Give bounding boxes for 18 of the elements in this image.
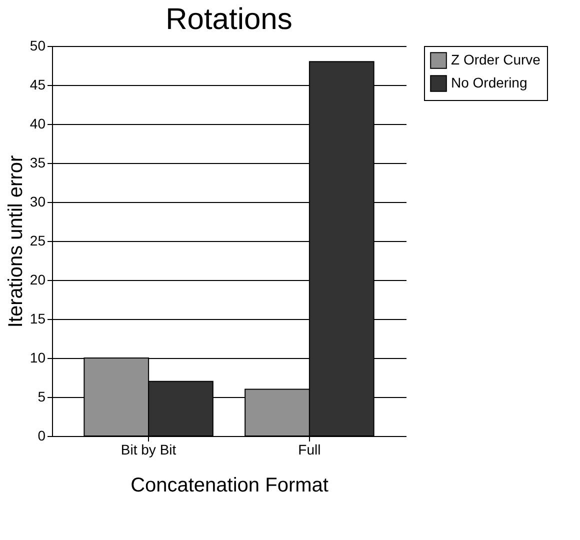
y-tick-label: 40 bbox=[30, 116, 46, 132]
y-tick-label: 10 bbox=[30, 350, 46, 366]
y-tick-label: 0 bbox=[38, 428, 46, 444]
y-tick-label: 15 bbox=[30, 310, 46, 326]
y-tick-label: 30 bbox=[30, 194, 46, 210]
x-tick-label: Full bbox=[298, 442, 321, 458]
x-axis-title: Concatenation Format bbox=[130, 474, 329, 496]
legend-label: No Ordering bbox=[451, 74, 528, 90]
y-tick-label: 35 bbox=[30, 154, 46, 170]
y-tick-label: 20 bbox=[30, 272, 46, 288]
y-tick-label: 45 bbox=[30, 76, 46, 92]
y-tick-label: 5 bbox=[38, 388, 46, 404]
y-tick-label: 50 bbox=[30, 38, 46, 54]
y-tick-label: 25 bbox=[30, 232, 46, 248]
chart-title: Rotations bbox=[166, 3, 292, 36]
legend-label: Z Order Curve bbox=[451, 52, 541, 68]
x-tick-label: Bit by Bit bbox=[120, 442, 176, 458]
y-axis-title: Iterations until error bbox=[4, 155, 27, 328]
